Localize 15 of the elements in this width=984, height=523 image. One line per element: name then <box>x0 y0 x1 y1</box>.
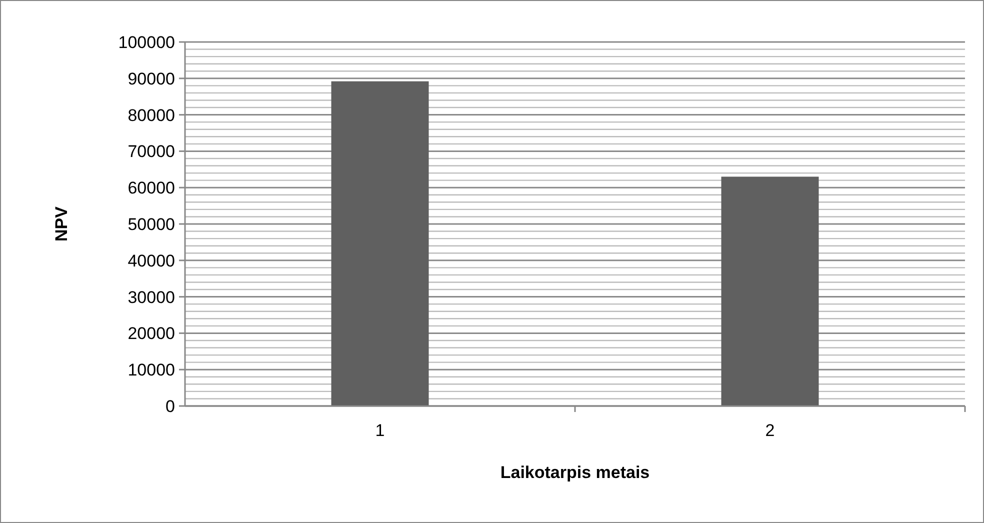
x-axis-title: Laikotarpis metais <box>500 463 650 482</box>
x-tick-label: 2 <box>765 421 775 440</box>
y-axis-title: NPV <box>52 206 71 242</box>
y-tick-label: 60000 <box>128 178 175 198</box>
y-tick-label: 100000 <box>118 32 175 52</box>
y-tick-label: 0 <box>166 396 175 416</box>
y-tick-label: 70000 <box>128 142 175 162</box>
y-tick-label: 50000 <box>128 214 175 234</box>
x-tick-label: 1 <box>375 421 385 440</box>
y-tick-label: 80000 <box>128 106 175 125</box>
y-tick-label: 40000 <box>128 251 175 270</box>
y-tick-label: 10000 <box>128 360 175 380</box>
y-tick-label: 20000 <box>128 324 175 344</box>
y-tick-label: 90000 <box>128 69 175 88</box>
y-tick-label: 30000 <box>128 288 175 307</box>
